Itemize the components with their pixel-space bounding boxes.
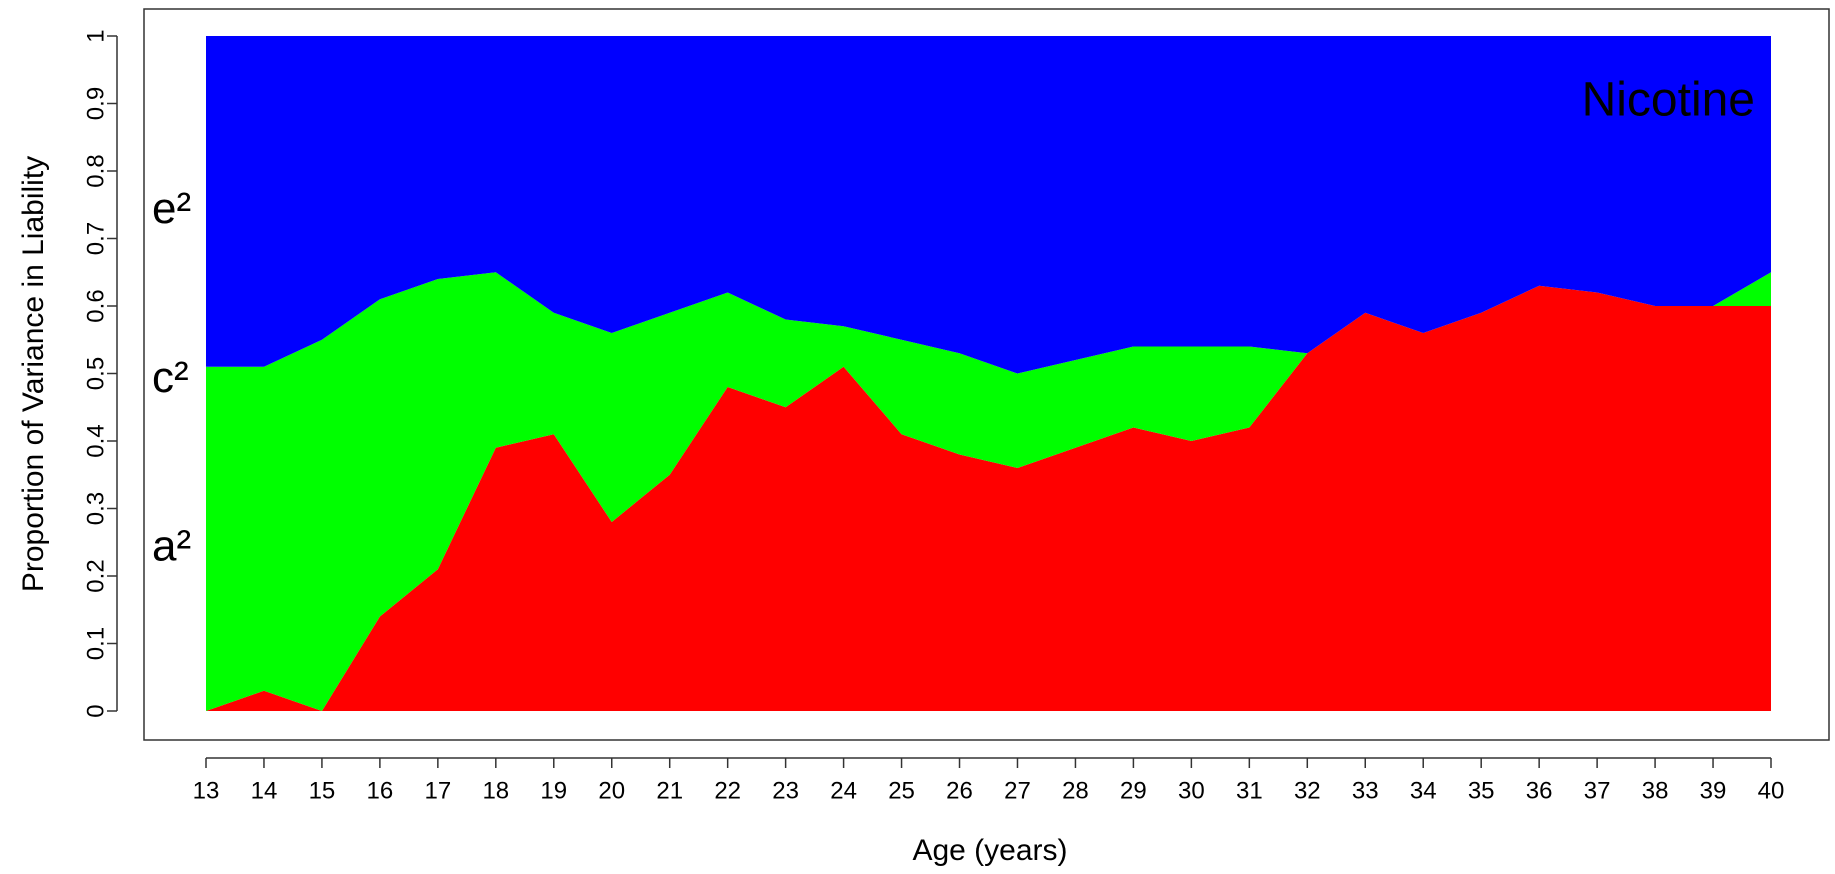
x-tick-label: 38 xyxy=(1642,777,1669,804)
y-tick-label: 1 xyxy=(82,29,109,42)
x-tick-label: 28 xyxy=(1062,777,1089,804)
x-tick-label: 18 xyxy=(482,777,509,804)
x-tick-label: 15 xyxy=(309,777,336,804)
y-tick-label: 0.2 xyxy=(82,559,109,592)
y-tick-label: 0 xyxy=(82,704,109,717)
x-tick-label: 17 xyxy=(425,777,452,804)
y-tick-label: 0.8 xyxy=(82,154,109,187)
x-tick-label: 24 xyxy=(830,777,857,804)
x-tick-label: 25 xyxy=(888,777,915,804)
x-tick-label: 20 xyxy=(598,777,625,804)
y-tick-label: 0.3 xyxy=(82,492,109,525)
x-tick-label: 34 xyxy=(1410,777,1437,804)
series-label: a² xyxy=(152,522,191,571)
y-tick-label: 0.1 xyxy=(82,627,109,660)
x-tick-label: 23 xyxy=(772,777,799,804)
x-tick-label: 29 xyxy=(1120,777,1147,804)
plot-box xyxy=(143,8,1830,741)
x-tick-label: 40 xyxy=(1758,777,1785,804)
x-tick-label: 37 xyxy=(1584,777,1611,804)
x-tick-label: 35 xyxy=(1468,777,1495,804)
x-tick-label: 36 xyxy=(1526,777,1553,804)
x-tick-label: 21 xyxy=(656,777,683,804)
area xyxy=(206,285,1771,711)
x-tick-label: 30 xyxy=(1178,777,1205,804)
x-tick-label: 33 xyxy=(1352,777,1379,804)
x-tick-label: 39 xyxy=(1700,777,1727,804)
y-tick-label: 0.9 xyxy=(82,87,109,120)
x-tick-label: 13 xyxy=(193,777,220,804)
x-tick-label: 16 xyxy=(367,777,394,804)
x-axis-title: Age (years) xyxy=(912,834,1067,867)
x-tick-label: 22 xyxy=(714,777,741,804)
area xyxy=(206,272,1771,711)
x-tick-label: 27 xyxy=(1004,777,1031,804)
area xyxy=(206,36,1771,374)
series-label: c² xyxy=(152,353,189,402)
x-tick-label: 26 xyxy=(946,777,973,804)
x-tick-label: 19 xyxy=(540,777,567,804)
annotation: Nicotine xyxy=(1582,74,1755,127)
x-tick-label: 32 xyxy=(1294,777,1321,804)
x-tick-label: 14 xyxy=(251,777,278,804)
x-tick-label: 31 xyxy=(1236,777,1263,804)
y-tick-label: 0.4 xyxy=(82,424,109,457)
y-tick-label: 0.5 xyxy=(82,357,109,390)
y-tick-label: 0.6 xyxy=(82,289,109,322)
series-label: e² xyxy=(152,184,191,233)
y-axis-title: Proportion of Variance in Liability xyxy=(17,156,50,592)
y-tick-label: 0.7 xyxy=(82,222,109,255)
